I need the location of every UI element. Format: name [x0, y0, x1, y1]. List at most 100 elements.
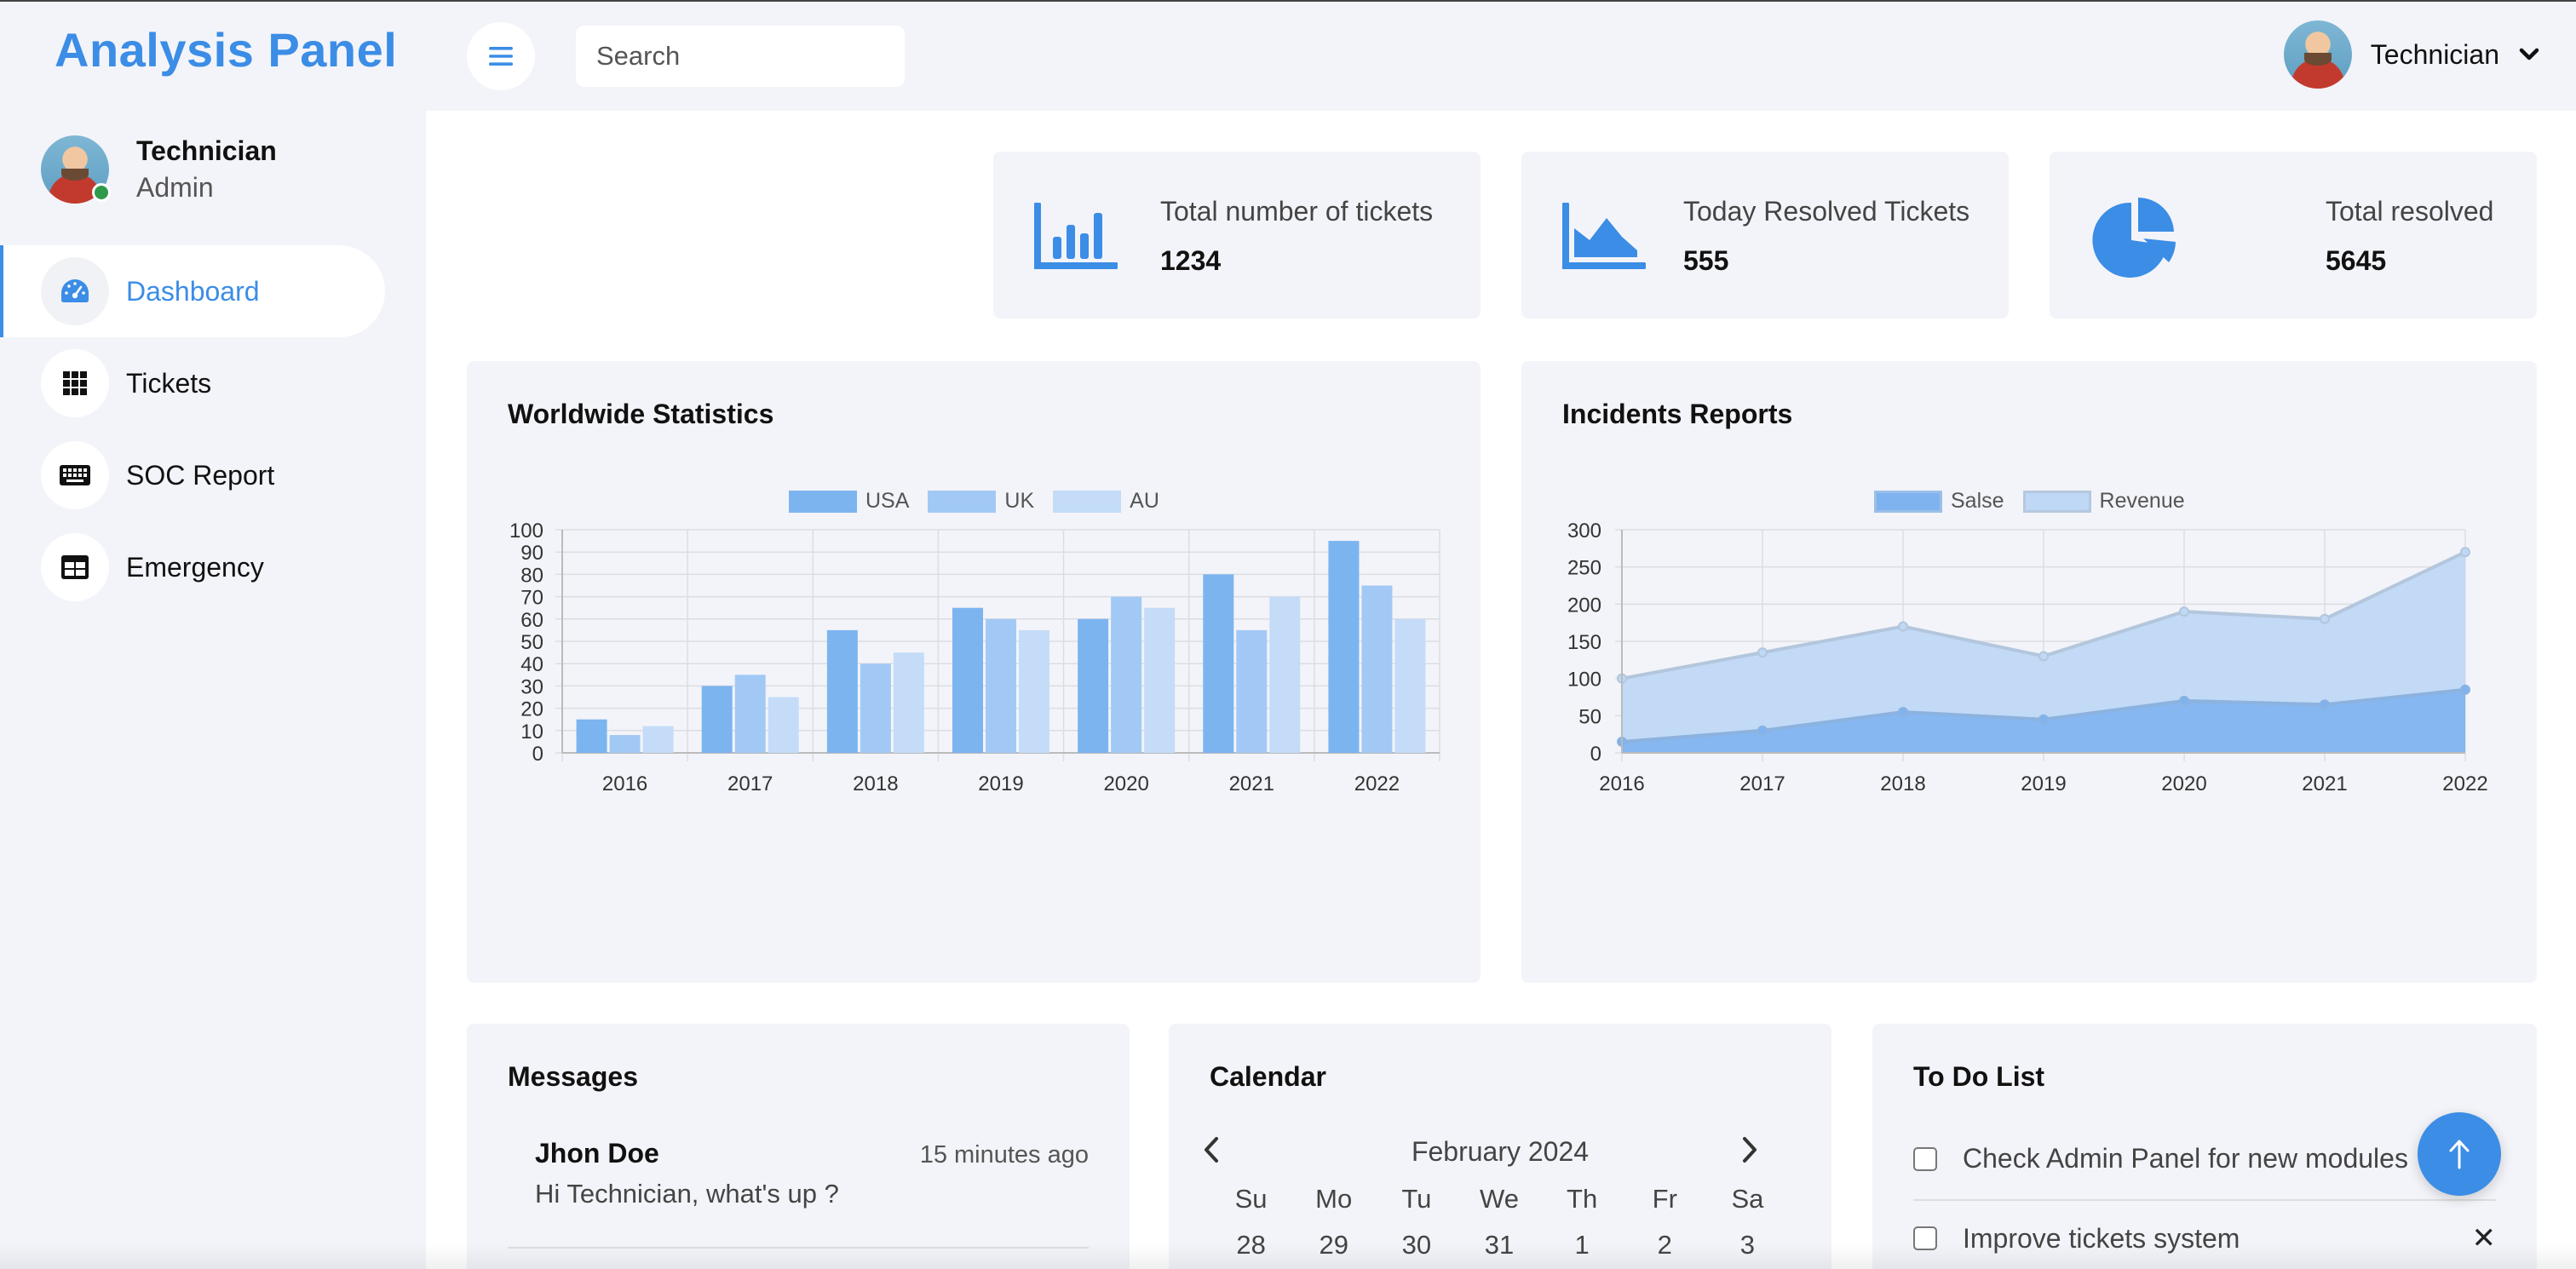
y-tick-label: 250 [1567, 557, 1601, 580]
profile-name: Technician [136, 135, 277, 166]
calendar-day[interactable]: 31 [1484, 1230, 1515, 1260]
y-tick-label: 100 [509, 520, 543, 543]
point-revenue-2020 [2179, 606, 2189, 617]
legend-item-uk[interactable]: UK [928, 489, 1034, 514]
sidebar-item-soc-report[interactable]: SOC Report [0, 429, 385, 521]
calendar-day[interactable]: 29 [1319, 1230, 1348, 1260]
user-menu-name: Technician [2370, 38, 2499, 70]
chart-legend: USA UK AU [789, 489, 1159, 514]
avatar [41, 135, 111, 204]
y-tick-label: 0 [532, 743, 543, 766]
window-top-border [0, 0, 2576, 2]
point-salse-2017 [1757, 725, 1768, 736]
stat-card-total-resolved: Total resolved 5645 [2050, 152, 2537, 319]
calendar-prev-button[interactable] [1194, 1134, 1228, 1173]
x-tick-label: 2018 [1880, 772, 1925, 795]
legend-label: USA [865, 489, 910, 513]
sidebar-item-dashboard[interactable]: Dashboard [0, 245, 385, 337]
bar-uk-2019 [986, 618, 1016, 753]
search-input[interactable] [576, 26, 905, 87]
bar-usa-2022 [1328, 541, 1360, 753]
area-chart-icon [1562, 203, 1646, 269]
chart-legend: Salse Revenue [1874, 489, 2185, 514]
legend-item-salse[interactable]: Salse [1874, 489, 2004, 514]
point-salse-2018 [1898, 706, 1908, 717]
x-tick-label: 2022 [1354, 772, 1400, 795]
bar-au-2016 [642, 726, 674, 753]
todo-item[interactable]: Check Admin Panel for new modules [1913, 1143, 2496, 1174]
user-menu[interactable]: Technician [2283, 20, 2540, 89]
calendar-grid: Su Mo Tu We Th Fr Sa 28 29 30 31 1 2 3 [1210, 1184, 1789, 1260]
bar-usa-2016 [576, 719, 607, 753]
y-tick-label: 0 [1590, 743, 1601, 766]
stat-value: 1234 [1160, 245, 1222, 276]
sidebar-profile: Technician Admin [41, 133, 277, 206]
legend-item-usa[interactable]: USA [789, 489, 909, 514]
todo-checkbox[interactable] [1913, 1146, 1937, 1171]
point-salse-2021 [2320, 699, 2330, 710]
card-title: Worldwide Statistics [508, 399, 774, 429]
menu-toggle-button[interactable] [467, 22, 535, 90]
calendar-next-button[interactable] [1733, 1134, 1767, 1173]
x-tick-label: 2020 [1103, 772, 1148, 795]
bar-usa-2019 [952, 607, 983, 753]
calendar-day[interactable]: 30 [1401, 1230, 1432, 1260]
stat-card-total-tickets: Total number of tickets 1234 [993, 152, 1481, 319]
bar-au-2022 [1394, 618, 1426, 753]
sidebar-item-label: SOC Report [126, 459, 275, 491]
card-title: Calendar [1210, 1061, 1326, 1092]
bar-uk-2017 [734, 675, 766, 753]
point-salse-2022 [2460, 684, 2470, 695]
delete-icon[interactable]: ✕ [2471, 1222, 2497, 1255]
sidebar-item-tickets[interactable]: Tickets [0, 337, 385, 429]
y-tick-label: 10 [520, 721, 543, 744]
sidebar-item-label: Tickets [126, 367, 212, 399]
incidents-reports-card: Incidents Reports Salse Revenue 0 50 100 15… [1521, 361, 2537, 983]
bar-usa-2017 [701, 686, 733, 753]
x-tick-label: 2018 [853, 772, 898, 795]
point-salse-2020 [2179, 695, 2189, 706]
calendar-day[interactable]: 28 [1236, 1230, 1266, 1260]
todo-checkbox[interactable] [1913, 1226, 1937, 1250]
legend-label: Revenue [2099, 489, 2185, 513]
calendar-day[interactable]: 2 [1657, 1230, 1672, 1260]
calendar-day[interactable]: 1 [1574, 1230, 1590, 1260]
scroll-to-top-button[interactable] [2418, 1112, 2501, 1196]
x-tick-label: 2016 [1599, 772, 1644, 795]
stat-value: 555 [1683, 245, 1729, 276]
y-tick-label: 200 [1567, 594, 1601, 617]
card-title: Incidents Reports [1562, 399, 1793, 429]
y-tick-label: 40 [520, 653, 543, 676]
online-status-dot [92, 183, 111, 203]
sidebar-item-emergency[interactable]: Emergency [0, 521, 385, 613]
message-text[interactable]: Hi Technician, what's up ? [535, 1179, 839, 1209]
arrow-up-icon [2449, 1140, 2470, 1169]
keyboard-icon [60, 465, 90, 485]
x-tick-label: 2019 [978, 772, 1023, 795]
calendar-day[interactable]: 3 [1739, 1230, 1756, 1260]
bar-uk-2016 [609, 735, 641, 753]
stat-card-today-resolved: Today Resolved Tickets 555 [1521, 152, 2009, 319]
legend-label: AU [1130, 489, 1159, 513]
hamburger-icon [489, 47, 513, 66]
todo-label: Improve tickets system [1963, 1222, 2240, 1254]
legend-item-revenue[interactable]: Revenue [2022, 489, 2185, 514]
bar-uk-2018 [860, 663, 891, 753]
bar-au-2019 [1019, 629, 1049, 753]
message-sender[interactable]: Jhon Doe [535, 1138, 659, 1169]
legend-item-au[interactable]: AU [1053, 489, 1159, 514]
messages-card: Messages Jhon Doe 15 minutes ago Hi Tech… [467, 1024, 1130, 1269]
app-title[interactable]: Analysis Panel [55, 23, 398, 77]
x-tick-label: 2019 [2021, 772, 2066, 795]
weekday-label: We [1480, 1184, 1519, 1214]
y-tick-label: 300 [1567, 520, 1601, 543]
divider [508, 1247, 1089, 1249]
todo-item[interactable]: Improve tickets system ✕ [1913, 1221, 2496, 1255]
x-tick-label: 2022 [2442, 772, 2487, 795]
y-tick-label: 150 [1567, 631, 1601, 654]
speedometer-icon [61, 279, 89, 302]
calendar-card: Calendar February 2024 Su Mo Tu We Th Fr… [1169, 1024, 1831, 1269]
x-tick-label: 2020 [2161, 772, 2206, 795]
point-salse-2019 [2038, 714, 2049, 725]
